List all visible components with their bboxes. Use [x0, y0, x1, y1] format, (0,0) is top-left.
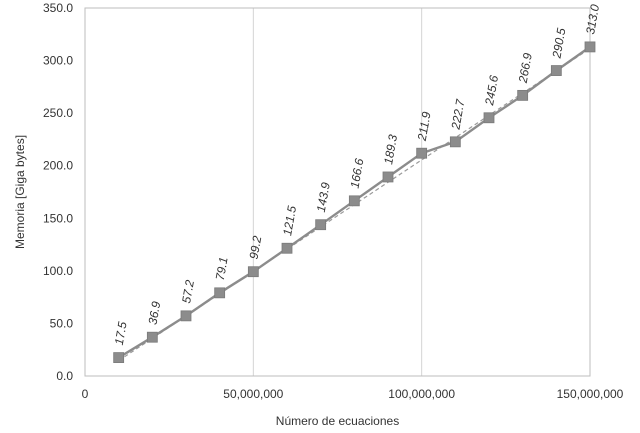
data-point-marker [550, 65, 562, 76]
y-tick-label: 250.0 [43, 106, 73, 120]
data-point-marker [315, 219, 327, 231]
y-tick-label: 300.0 [43, 54, 73, 68]
y-tick-label: 50.0 [50, 316, 74, 330]
data-label: 166.6 [348, 157, 367, 189]
data-point-marker [348, 195, 360, 207]
data-label: 121.5 [280, 204, 299, 236]
y-tick-label: 0.0 [56, 369, 73, 383]
x-tick-label: 100,000,000 [388, 387, 455, 401]
data-label: 222.7 [448, 97, 467, 131]
data-label: 266.9 [516, 52, 535, 85]
data-label: 17.5 [112, 320, 130, 346]
data-label: 79.1 [213, 256, 231, 281]
y-tick-label: 200.0 [43, 159, 73, 173]
data-label: 211.9 [415, 110, 434, 142]
data-label: 245.6 [482, 74, 501, 107]
data-point-marker [146, 331, 158, 343]
plot-frame [84, 7, 591, 377]
data-point-marker [449, 136, 461, 148]
data-point-marker [214, 287, 226, 299]
data-label: 290.5 [549, 27, 568, 60]
data-point-marker [180, 310, 192, 322]
data-label: 57.2 [179, 279, 197, 305]
x-tick-label: 50,000,000 [223, 387, 283, 401]
data-point-marker [584, 41, 596, 53]
marker-layer [113, 41, 596, 364]
data-label: 313.0 [583, 3, 602, 35]
x-tick-label: 150,000,000 [557, 387, 624, 401]
y-tick-label: 350.0 [43, 1, 73, 15]
data-label: 143.9 [314, 181, 333, 213]
data-point-marker [113, 352, 125, 364]
grid-layer [252, 8, 423, 376]
data-label: 189.3 [381, 133, 400, 165]
data-point-marker [247, 266, 259, 278]
y-axis-ticks: 0.0 50.0 100.0 150.0 200.0 250.0 300.0 350.0 [43, 1, 73, 383]
y-tick-label: 150.0 [43, 211, 73, 225]
data-point-marker [416, 147, 428, 159]
x-tick-label: 0 [82, 387, 89, 401]
data-label-layer: 17.5 36.9 57.2 79.1 99.2 121.5 143.9 166.6 189.3… [112, 3, 602, 346]
x-axis-ticks: 0 50,000,000 100,000,000 150,000,000 [82, 387, 624, 401]
data-label: 99.2 [247, 234, 265, 260]
data-label: 36.9 [146, 300, 164, 326]
y-axis-title: Memoria [Giga bytes] [13, 135, 27, 249]
x-axis-title: Número de ecuaciones [276, 414, 399, 428]
y-tick-label: 100.0 [43, 264, 73, 278]
data-point-marker [382, 171, 394, 183]
data-point-marker [517, 89, 529, 101]
data-point-marker [281, 242, 293, 254]
data-point-marker [483, 112, 495, 124]
